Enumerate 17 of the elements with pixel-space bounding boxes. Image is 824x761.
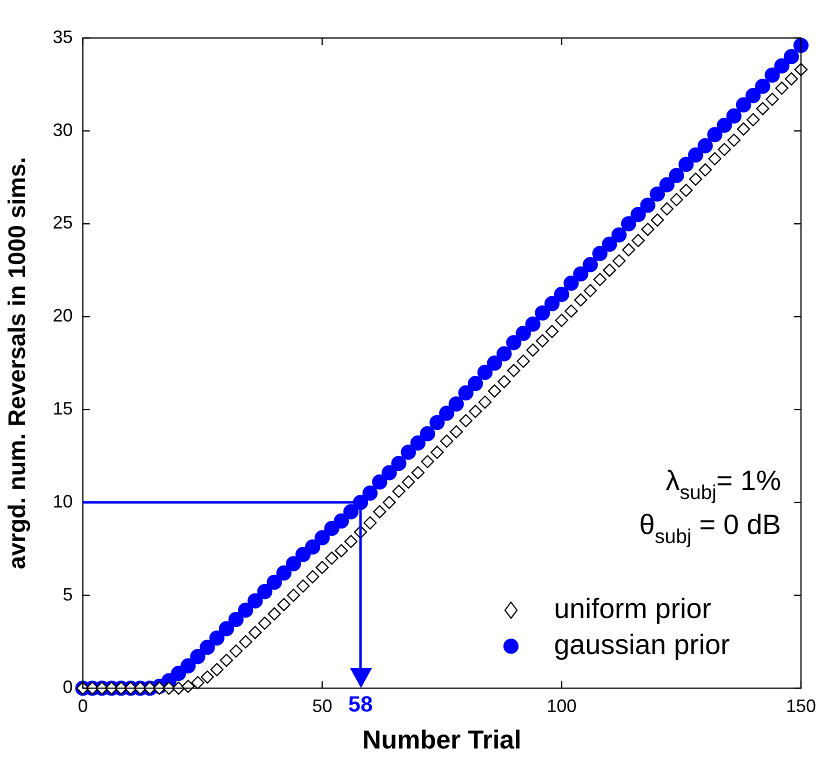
x-tick-label: 0 [78, 696, 88, 716]
y-tick-label: 25 [52, 212, 73, 233]
x-axis-title: Number Trial [362, 724, 522, 755]
x-tick-label: 100 [546, 696, 577, 716]
y-tick-label: 5 [62, 584, 73, 604]
y-tick-label: 10 [52, 491, 73, 512]
legend-label: gaussian prior [554, 628, 730, 660]
legend-label: uniform prior [554, 592, 712, 624]
y-tick-label: 0 [62, 677, 73, 698]
y-tick-label: 30 [52, 120, 73, 140]
ref-line-label: 58 [348, 691, 373, 716]
y-axis-title: avrgd. num. Reversals in 1000 sims. [4, 156, 32, 570]
x-tick-label: 50 [312, 696, 332, 716]
y-tick-label: 35 [52, 26, 73, 47]
x-tick-label: 150 [786, 696, 816, 716]
y-tick-label: 15 [52, 398, 73, 419]
y-tick-label: 20 [52, 306, 73, 326]
